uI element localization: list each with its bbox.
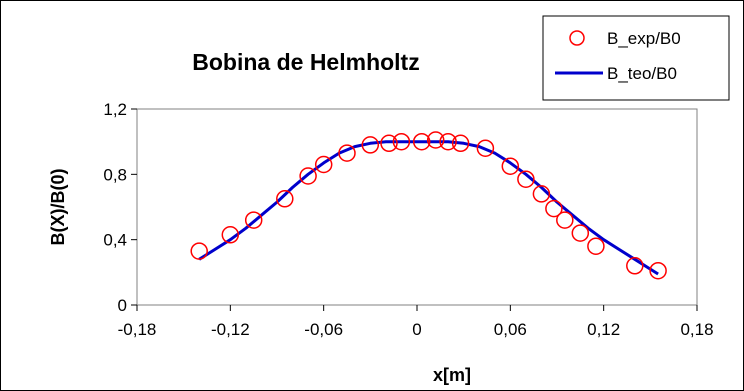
legend-label-teo: B_teo/B0: [607, 64, 677, 83]
x-tick-label: 0,18: [680, 320, 713, 339]
exp-point: [426, 131, 445, 149]
exp-point: [649, 261, 667, 280]
x-tick-label: 0,06: [494, 320, 527, 339]
exp-point: [532, 185, 551, 203]
y-tick-label: 0,4: [103, 231, 127, 250]
legend-box: [542, 15, 730, 101]
y-axis-title: B(X)/B(0): [48, 169, 68, 246]
exp-point: [571, 224, 590, 242]
x-axis: -0,18 -0,12 -0,06 0 0,06 0,12 0,18: [118, 305, 714, 339]
x-axis-title: x[m]: [433, 365, 471, 385]
exp-point: [392, 132, 411, 151]
y-tick-label: 0: [118, 296, 127, 315]
exp-point: [244, 211, 263, 229]
x-tick-label: 0,12: [587, 320, 620, 339]
legend-label-exp: B_exp/B0: [607, 29, 681, 48]
x-tick-label: -0,18: [118, 320, 157, 339]
chart-title: Bobina de Helmholtz: [192, 49, 419, 75]
exp-point: [439, 132, 457, 151]
exp-point: [314, 155, 333, 174]
y-tick-label: 0,8: [103, 165, 127, 184]
y-tick-label: 1,2: [103, 100, 127, 119]
plot-area: [136, 108, 698, 306]
exp-point: [412, 132, 431, 151]
exp-point: [451, 134, 470, 153]
x-tick-label: 0: [412, 320, 421, 339]
legend: B_exp/B0 B_teo/B0: [542, 15, 730, 101]
series-b-exp-markers: [190, 131, 667, 280]
exp-point: [361, 136, 380, 154]
exp-point: [276, 190, 294, 208]
exp-point: [556, 211, 574, 229]
exp-point: [476, 139, 495, 157]
exp-point: [587, 237, 605, 255]
exp-point: [501, 157, 520, 175]
exp-point: [299, 167, 317, 185]
exp-point: [338, 144, 356, 162]
exp-point: [517, 170, 535, 188]
exp-point: [221, 226, 240, 244]
exp-point: [380, 134, 398, 153]
x-tick-label: -0,06: [304, 320, 343, 339]
x-tick-label: -0,12: [211, 320, 250, 339]
y-axis: 0 0,4 0,8 1,2: [103, 100, 137, 315]
exp-point: [190, 242, 208, 260]
exp-point: [545, 199, 563, 218]
legend-marker-exp: [569, 30, 585, 46]
exp-point: [626, 257, 644, 275]
